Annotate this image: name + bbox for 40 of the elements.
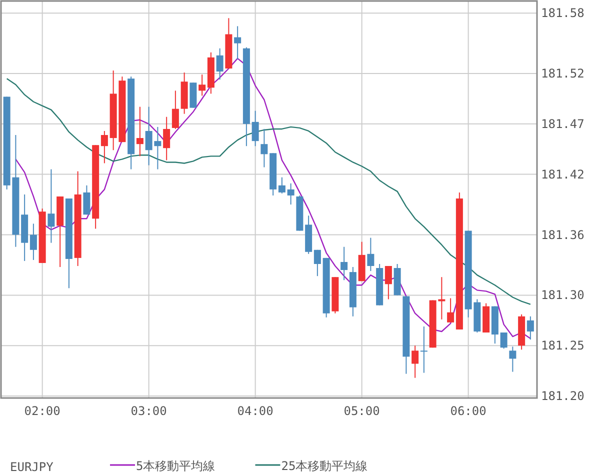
candlestick [420, 326, 428, 374]
candlestick [83, 184, 90, 216]
y-tick-label: 181.52 [541, 66, 584, 81]
x-tick-label: 05:00 [344, 404, 380, 418]
candlestick [287, 182, 294, 206]
candlestick [260, 128, 268, 168]
x-tick-label: 04:00 [237, 404, 274, 418]
candlestick [384, 266, 392, 300]
y-tick-label: 181.42 [541, 167, 584, 182]
candlestick [314, 249, 321, 277]
y-tick-label: 181.47 [541, 116, 584, 131]
x-tick-label: 02:00 [24, 404, 60, 418]
y-tick-label: 181.36 [541, 228, 584, 242]
candlestick [509, 346, 516, 372]
candlestick [136, 106, 144, 157]
legend-label: 5本移動平均線 [136, 459, 216, 473]
text: EURJPY [10, 460, 54, 474]
y-tick-label: 181.25 [541, 338, 584, 353]
candlestick [234, 26, 242, 60]
candlestick [500, 332, 508, 350]
candlestick [252, 110, 259, 147]
x-tick-label: 06:00 [450, 404, 486, 418]
candlestick [367, 237, 374, 272]
candlestick [30, 223, 37, 260]
candlestick [163, 116, 170, 161]
y-tick-label: 181.58 [541, 6, 584, 20]
candlestick [100, 130, 108, 164]
y-tick-label: 181.30 [541, 288, 584, 302]
candlestick [447, 298, 454, 323]
candlestick [198, 74, 206, 96]
candlestick [216, 48, 224, 80]
candlestick [412, 345, 419, 378]
candlestick [172, 90, 179, 130]
y-tick-label: 181.20 [541, 388, 584, 403]
candlestick [340, 246, 348, 281]
candlestick [48, 168, 55, 244]
candlestick [278, 176, 286, 194]
candlestick [526, 316, 534, 340]
legend-label: 25本移動平均線 [281, 459, 368, 473]
x-tick-label: 03:00 [130, 404, 167, 418]
